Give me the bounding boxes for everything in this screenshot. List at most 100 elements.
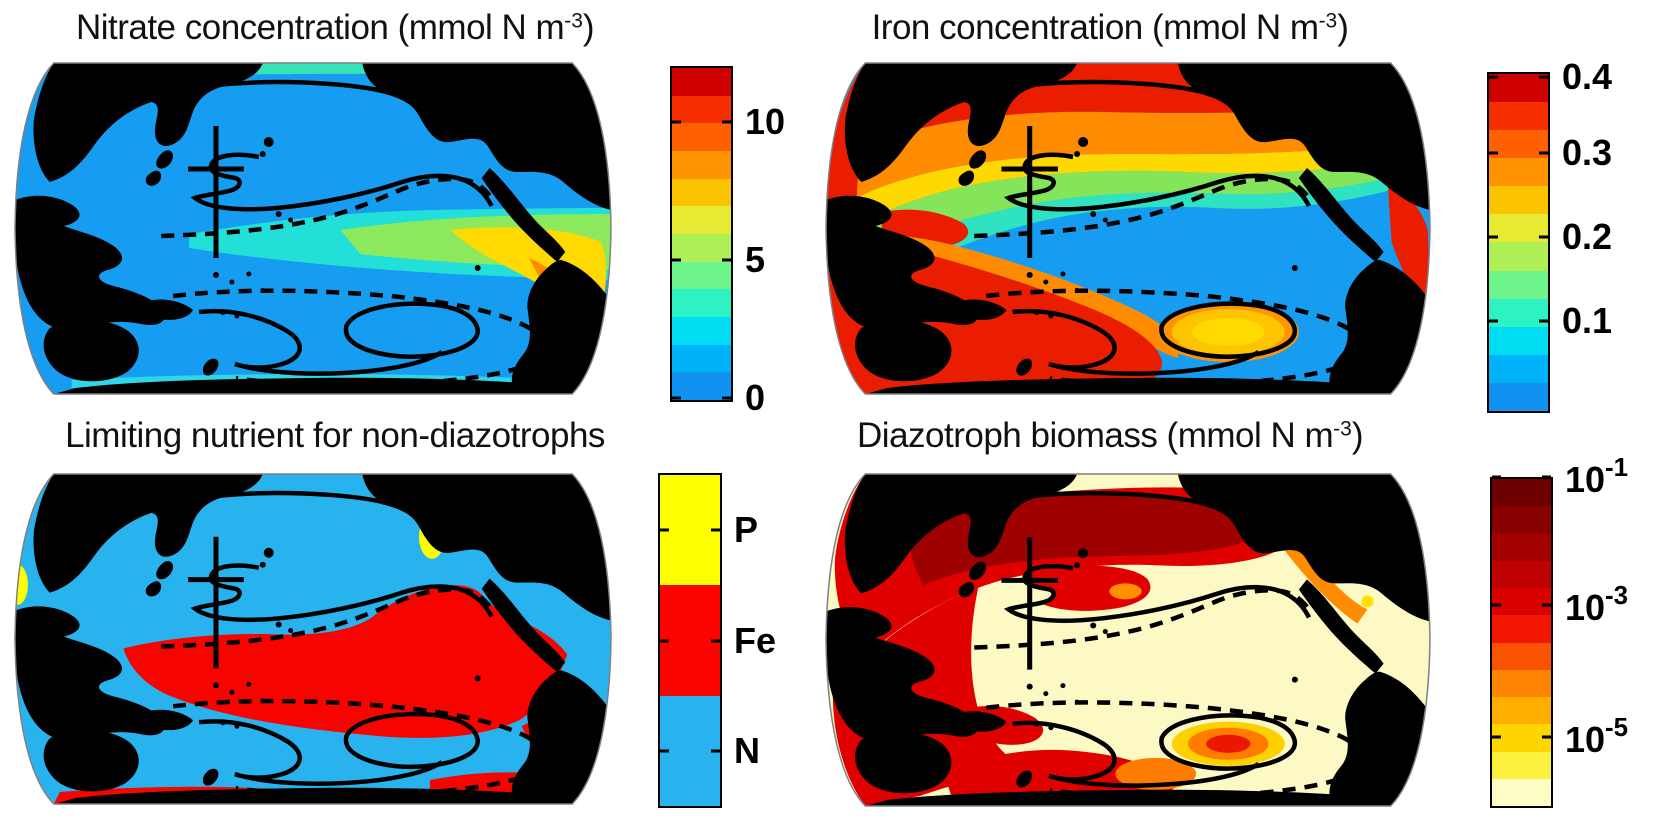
colorbar-tickmark <box>722 258 731 262</box>
colorbar-tick-label: 0.1 <box>1562 299 1613 341</box>
colorbar-tickmark <box>722 396 731 400</box>
colorbar-tick-label: 0.4 <box>1562 56 1613 98</box>
colorbar-tick-label: 10-5 <box>1565 714 1629 760</box>
colorbar-tickmark <box>1492 603 1501 607</box>
colorbar-segment <box>1489 102 1548 131</box>
colorbar-tickmark <box>1492 475 1501 479</box>
map-iron-ocean-field <box>826 63 1430 394</box>
colorbar-segment <box>672 68 731 96</box>
colorbar-tick-label: 10-3 <box>1565 582 1629 628</box>
colorbar-nitrate-gradient <box>670 66 733 402</box>
colorbar-tickmark <box>660 528 669 532</box>
colorbar-tickmark <box>711 639 720 642</box>
colorbar-tickmark <box>1542 735 1551 739</box>
map-nitrate <box>14 62 612 395</box>
title-superscript: -3 <box>564 9 583 33</box>
title-text: Limiting nutrient for non-diazotrophs <box>65 416 605 455</box>
title-text-end: ) <box>1351 416 1364 455</box>
colorbar-segment <box>1489 158 1548 187</box>
title-text-end: ) <box>1337 8 1349 47</box>
colorbar-tickmark <box>1542 603 1551 607</box>
title-text: Nitrate concentration (mmol N m <box>75 8 565 47</box>
colorbar-segment <box>1492 560 1551 588</box>
title-superscript: -3 <box>1318 9 1338 33</box>
colorbar-iron-gradient <box>1487 72 1550 413</box>
colorbar-segment <box>1492 479 1551 507</box>
title-text-end: ) <box>582 8 595 47</box>
colorbar-tickmark <box>672 396 681 400</box>
colorbar-segment <box>1492 533 1551 561</box>
map-limiting-ocean-field <box>14 473 612 805</box>
colorbar-tickmark <box>1539 235 1548 239</box>
colorbar-limiting-gradient <box>658 473 722 808</box>
title-text: Diazotroph biomass (mmol N m <box>857 416 1334 455</box>
colorbar-segment <box>672 289 731 318</box>
panel-title-nitrate: Nitrate concentration (mmol N m-3) <box>35 8 635 48</box>
colorbar-tickmark <box>1492 735 1501 739</box>
colorbar-tick-label: 10-1 <box>1565 454 1629 500</box>
colorbar-tick-label: 0 <box>745 376 766 418</box>
colorbar-segment <box>1489 382 1548 411</box>
colorbar-tick-label: Fe <box>734 619 777 661</box>
map-iron <box>825 62 1431 395</box>
colorbar-tickmark <box>672 258 681 262</box>
panel-title-iron: Iron concentration (mmol N m-3) <box>810 8 1410 48</box>
colorbar-segment <box>1489 354 1548 383</box>
colorbar-tickmark <box>660 639 669 642</box>
colorbar-segment <box>660 585 720 696</box>
colorbar-segment <box>1489 186 1548 215</box>
colorbar-tickmark <box>1489 151 1498 155</box>
colorbar-segment <box>1492 588 1551 616</box>
colorbar-segment <box>1492 506 1551 534</box>
colorbar-tickmark <box>660 749 669 753</box>
colorbar-tick-label: P <box>734 508 759 550</box>
colorbar-segment <box>672 95 731 124</box>
colorbar-segment <box>672 261 731 290</box>
colorbar-segment <box>672 344 731 373</box>
colorbar-tickmark <box>1489 75 1498 79</box>
colorbar-segment <box>660 475 720 586</box>
colorbar-tickmark <box>1489 319 1498 323</box>
colorbar-segment <box>1492 615 1551 643</box>
colorbar-segment <box>672 178 731 207</box>
colorbar-segment <box>1492 751 1551 779</box>
colorbar-tickmark <box>1489 235 1498 239</box>
colorbar-tick-label: 10 <box>745 101 786 143</box>
colorbar-tickmark <box>711 749 720 753</box>
colorbar-segment <box>672 234 731 262</box>
colorbar-segment <box>1489 298 1548 327</box>
colorbar-segment <box>1492 724 1551 752</box>
map-nitrate-ocean-field <box>14 63 612 394</box>
colorbar-tickmark <box>722 120 731 124</box>
colorbar-tickmark <box>1539 151 1548 155</box>
map-diazotroph-ocean-field <box>826 474 1430 806</box>
colorbar-diazotroph-gradient <box>1490 477 1553 808</box>
title-superscript: -3 <box>1333 417 1352 441</box>
colorbar-segment <box>1489 270 1548 299</box>
colorbar-tickmark <box>1542 475 1551 479</box>
colorbar-tickmark <box>1539 75 1548 79</box>
colorbar-nitrate: 10 5 0 <box>670 66 785 415</box>
colorbar-tick-label: 0.3 <box>1562 132 1613 174</box>
colorbar-segment <box>660 695 720 806</box>
colorbar-segment <box>1492 642 1551 670</box>
colorbar-limiting-nutrient: P Fe N <box>658 473 776 808</box>
colorbar-segment <box>1492 669 1551 697</box>
colorbar-segment <box>672 372 731 401</box>
colorbar-tick-label: 5 <box>745 238 766 280</box>
colorbar-segment <box>1489 214 1548 243</box>
title-text: Iron concentration (mmol N m <box>871 8 1319 47</box>
panel-title-limiting-nutrient: Limiting nutrient for non-diazotrophs <box>35 416 635 456</box>
colorbar-segment <box>672 151 731 179</box>
panel-title-diazotroph-biomass: Diazotroph biomass (mmol N m-3) <box>810 416 1410 456</box>
colorbar-segment <box>1492 697 1551 725</box>
colorbar-segment <box>672 206 731 235</box>
colorbar-tick-label: 0.2 <box>1562 216 1613 258</box>
colorbar-diazotroph: 10-1 10-3 10-5 <box>1490 455 1628 808</box>
colorbar-segment <box>1489 74 1548 103</box>
colorbar-tickmark <box>711 528 720 532</box>
colorbar-tick-label: N <box>734 730 760 772</box>
map-diazotroph-biomass <box>825 473 1431 807</box>
map-limiting-nutrient <box>14 473 612 805</box>
